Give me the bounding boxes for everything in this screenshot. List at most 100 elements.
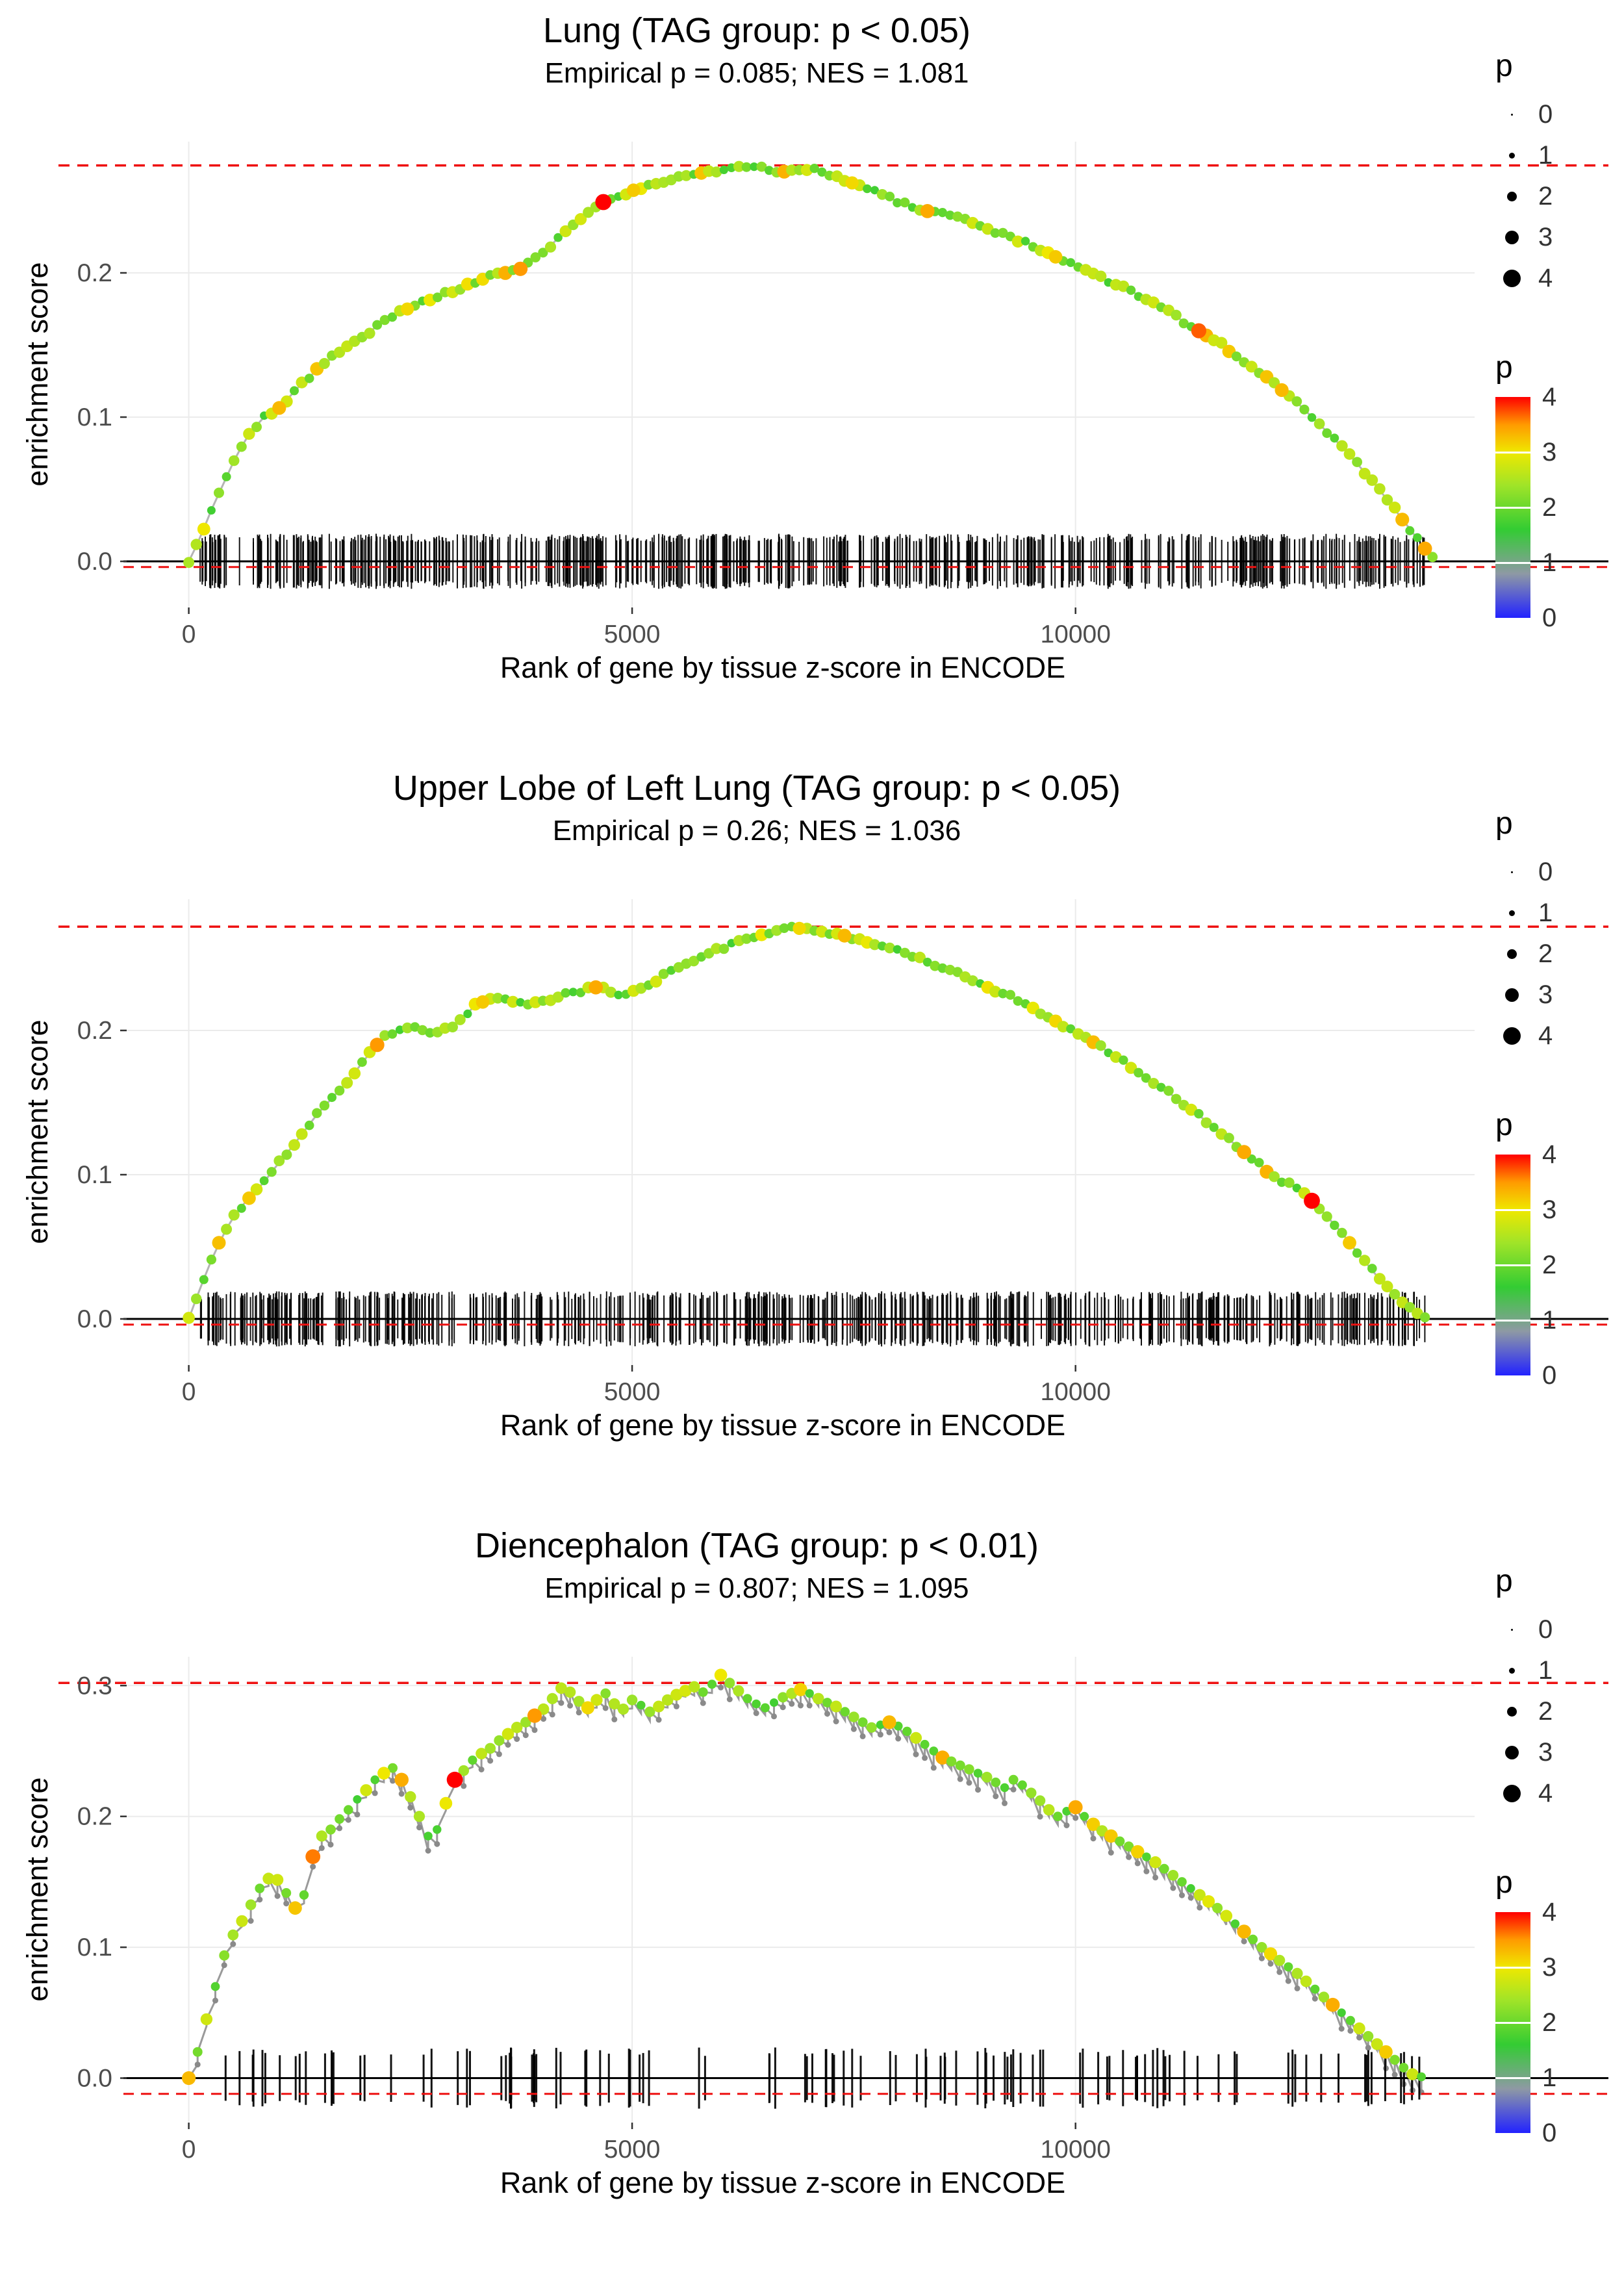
color-legend-label: 0 [1542,604,1557,632]
y-tick-label: 0.2 [77,1803,112,1831]
color-legend-title: p [1495,1865,1513,1900]
size-legend-label: 2 [1538,939,1553,968]
size-legend-label: 1 [1538,141,1553,170]
size-legend-item: 4 [1495,258,1553,299]
y-tick-label: 0.1 [77,1934,112,1961]
x-axis-label: Rank of gene by tissue z-score in ENCODE [500,651,1066,684]
color-legend-label: 3 [1542,438,1557,466]
chart-subtitle: Empirical p = 0.807; NES = 1.095 [544,1572,969,1604]
chart-title: Upper Lobe of Left Lung (TAG group: p < … [392,769,1121,808]
running-score-line [188,927,1426,1320]
y-tick-label: 0.2 [77,259,112,287]
size-legend-item: 2 [1495,934,1553,975]
color-legend-label: 4 [1542,1140,1557,1169]
color-legend-label: 4 [1542,383,1557,411]
x-tick-label: 10000 [1040,1378,1110,1406]
y-axis-label: enrichment score [21,1777,54,2002]
size-legend-dot [1495,1737,1528,1769]
x-tick-label: 0 [182,2136,196,2164]
y-axis-label: enrichment score [21,1019,54,1244]
size-legend-dot [1495,938,1528,971]
size-legend-dot [1495,262,1528,295]
size-legend-item: 2 [1495,176,1553,217]
color-legend-label: 2 [1542,2008,1557,2037]
color-legend-label: 4 [1542,1898,1557,1926]
y-tick-label: 0.3 [77,1672,112,1700]
color-legend-label: 2 [1542,493,1557,522]
size-legend-item: 0 [1495,94,1553,135]
x-tick-label: 10000 [1040,620,1110,648]
color-legend-label: 3 [1542,1953,1557,1982]
size-legend-item: 4 [1495,1773,1553,1814]
size-legend-item: 0 [1495,1609,1553,1650]
size-legend-item: 1 [1495,893,1553,934]
size-legend-dot [1495,140,1528,172]
size-legend-label: 0 [1538,858,1553,886]
size-legend-item: 4 [1495,1016,1553,1056]
color-legend-label: 0 [1542,2119,1557,2147]
size-legend-item: 1 [1495,135,1553,176]
size-legend-dot [1495,1696,1528,1728]
enrichment-plot: 0 5000 10000 0.0 0.1 0.2 0.3 [58,1657,1608,2164]
enrichment-plot: 0 5000 10000 0.0 0.1 0.2 [58,142,1608,648]
x-tick-label: 5000 [604,620,661,648]
panel-diencephalon: 0 5000 10000 0.0 0.1 0.2 0.3 Diencephalon (TAG… [0,1515,1624,2273]
color-legend-label: 1 [1542,1306,1557,1335]
size-legend-item: 3 [1495,975,1553,1016]
axis-ticks: 0 5000 10000 0.0 0.1 0.2 0.3 [77,1672,1111,2164]
chart-title: Lung (TAG group: p < 0.05) [543,11,971,50]
size-legend-label: 3 [1538,1738,1553,1767]
y-tick-label: 0.0 [77,1305,112,1333]
size-legend-label: 4 [1538,264,1553,292]
color-legend-label: 2 [1542,1251,1557,1279]
size-legend-dot [1495,856,1528,889]
size-legend-dot [1495,222,1528,254]
panel-upper-lobe-left-lung: 0 5000 10000 0.0 0.1 0.2 Upper Lobe of Left L… [0,758,1624,1515]
size-legend-item: 2 [1495,1691,1553,1732]
y-tick-label: 0.2 [77,1017,112,1045]
size-legend-title: p [1495,49,1513,83]
size-legend-dot [1495,1778,1528,1810]
color-legend-label: 3 [1542,1195,1557,1224]
x-axis-label: Rank of gene by tissue z-score in ENCODE [500,1409,1066,1442]
panel-lung: 0 5000 10000 0.0 0.1 0.2 Lung (TAG group: p <… [0,0,1624,758]
size-legend-item: 1 [1495,1650,1553,1691]
color-legend-title: p [1495,350,1513,385]
running-score-line [188,1674,1425,2095]
size-legend-item: 3 [1495,1732,1553,1773]
x-tick-label: 0 [182,620,196,648]
size-legend-label: 1 [1538,899,1553,927]
enrichment-curve [182,1668,1427,2086]
size-legend-label: 2 [1538,1697,1553,1726]
color-legend-label: 1 [1542,548,1557,577]
size-legend-label: 4 [1538,1779,1553,1808]
y-axis-label: enrichment score [21,262,54,487]
chart-title: Diencephalon (TAG group: p < 0.01) [474,1526,1039,1565]
size-legend-title: p [1495,806,1513,841]
size-legend-dot [1495,897,1528,930]
chart-subtitle: Empirical p = 0.26; NES = 1.036 [552,815,961,847]
size-legend-label: 0 [1538,100,1553,129]
grid [127,1657,1475,2123]
size-legend-item: 0 [1495,852,1553,893]
color-legend-label: 0 [1542,1361,1557,1390]
x-tick-label: 0 [182,1378,196,1406]
size-legend-label: 0 [1538,1615,1553,1644]
y-tick-label: 0.0 [77,548,112,576]
size-legend-label: 2 [1538,182,1553,211]
size-legend-dot [1495,99,1528,131]
axis-ticks: 0 5000 10000 0.0 0.1 0.2 [77,259,1111,648]
x-axis-label: Rank of gene by tissue z-score in ENCODE [500,2166,1066,2199]
gene-rug [199,533,1425,589]
color-legend-label: 1 [1542,2063,1557,2092]
y-tick-label: 0.1 [77,403,112,431]
size-legend-dot [1495,1020,1528,1053]
chart-subtitle: Empirical p = 0.085; NES = 1.081 [544,57,969,89]
color-legend: p 4 3 2 1 0 [1495,1865,1624,2147]
y-tick-label: 0.0 [77,2065,112,2093]
